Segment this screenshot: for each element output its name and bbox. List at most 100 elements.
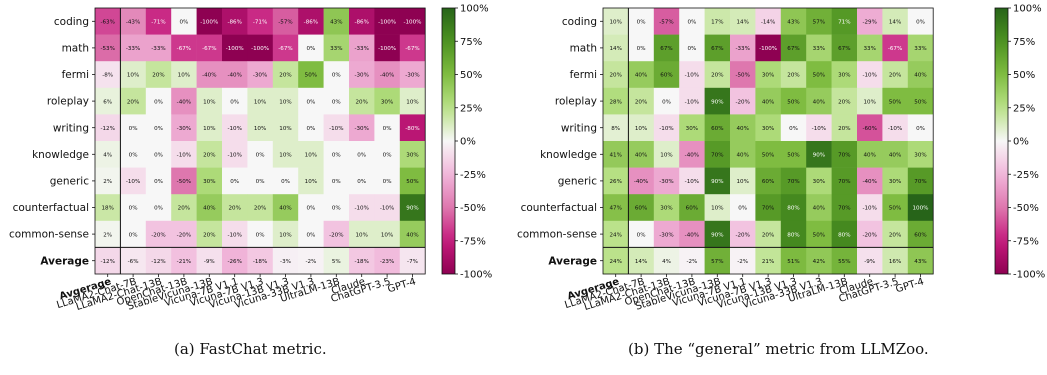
cell-value-label: 10% — [406, 99, 418, 105]
heatmap-cell — [374, 247, 401, 275]
heatmap-cell — [653, 87, 680, 115]
cell-value-label: 10% — [305, 153, 317, 159]
cell-value-label: 20% — [203, 232, 215, 238]
caption-a: (a) FastChat metric. — [174, 340, 327, 358]
heatmap-cell — [222, 194, 248, 222]
cell-value-label: 30% — [813, 179, 825, 185]
heatmap-cell — [653, 167, 680, 195]
cell-value-label: 0% — [916, 20, 925, 26]
heatmap-cell — [222, 8, 248, 35]
cell-value-label: 50% — [787, 153, 799, 159]
heatmap-cell — [374, 141, 401, 168]
heatmap-cell — [730, 8, 756, 35]
heatmap-cell — [349, 167, 375, 195]
colorbar-tick-label: 25% — [460, 103, 482, 114]
heatmap-cell — [171, 34, 197, 62]
row-label: fermi — [570, 69, 597, 81]
cell-value-label: 30% — [660, 206, 672, 212]
cell-value-label: 90% — [711, 179, 723, 185]
cell-value-label: -53% — [100, 46, 114, 52]
cell-value-label: 0% — [129, 206, 138, 212]
heatmap-cell — [653, 141, 680, 168]
cell-value-label: 10% — [736, 179, 748, 185]
heatmap-cell — [780, 61, 807, 89]
cell-value-label: 0% — [154, 153, 163, 159]
cell-value-label: 20% — [254, 206, 266, 212]
heatmap-cell — [323, 194, 350, 222]
heatmap-cell — [171, 167, 197, 195]
heatmap-cell — [272, 141, 299, 168]
heatmap-cell — [831, 194, 858, 222]
heatmap-cell — [247, 247, 274, 275]
cell-value-label: -20% — [329, 232, 343, 238]
heatmap-a: -63% -43% -71% 0% -100% -86% -71% -57% -86% 43% -8… — [9, 4, 492, 313]
heatmap-cell — [628, 141, 655, 168]
cell-value-label: 10% — [635, 126, 647, 132]
cell-value-label: 100% — [913, 206, 929, 212]
heatmap-cell — [907, 167, 934, 195]
cell-value-label: 16% — [889, 259, 901, 265]
cell-value-label: 40% — [762, 99, 774, 105]
cell-value-label: 20% — [228, 206, 240, 212]
heatmap-cell — [222, 87, 248, 115]
cell-value-label: -86% — [354, 20, 368, 26]
heatmap-cell — [399, 220, 426, 248]
row-label: knowledge — [32, 149, 89, 161]
heatmap-cell — [806, 114, 832, 142]
cell-value-label: -21% — [177, 259, 191, 265]
cell-value-label: -63% — [100, 20, 114, 26]
cell-value-label: 20% — [838, 99, 850, 105]
heatmap-cell — [806, 220, 832, 248]
heatmap-cell — [323, 8, 350, 35]
heatmap-cell — [603, 247, 629, 275]
cell-value-label: 0% — [357, 153, 366, 159]
cell-value-label: 40% — [813, 206, 825, 212]
cell-value-label: 43% — [914, 259, 926, 265]
heatmap-cell — [857, 167, 883, 195]
cell-value-label: 71% — [838, 20, 850, 26]
row-label: generic — [558, 176, 597, 188]
cell-value-label: 0% — [383, 179, 392, 185]
heatmap-cell — [857, 114, 883, 142]
heatmap-cell — [679, 34, 705, 62]
cell-value-label: 2% — [103, 232, 112, 238]
cell-value-label: -8% — [102, 73, 113, 79]
cell-value-label: 40% — [889, 153, 901, 159]
heatmap-cell — [399, 247, 426, 275]
cell-value-label: 10% — [355, 232, 367, 238]
cell-value-label: 20% — [355, 99, 367, 105]
cell-value-label: 40% — [736, 126, 748, 132]
cell-value-label: -10% — [685, 179, 699, 185]
heatmap-cell — [882, 220, 909, 248]
cell-value-label: 0% — [383, 153, 392, 159]
heatmap-cell — [272, 34, 299, 62]
heatmap-cell — [755, 247, 782, 275]
heatmap-cell — [145, 167, 172, 195]
cell-value-label: -18% — [354, 259, 368, 265]
heatmap-cell — [882, 247, 909, 275]
cell-value-label: -29% — [862, 20, 876, 26]
heatmap-cell — [196, 34, 223, 62]
cell-value-label: 40% — [736, 153, 748, 159]
colorbar-tick-label: -75% — [1013, 236, 1039, 247]
row-label: counterfactual — [521, 202, 597, 214]
heatmap-cell — [95, 141, 121, 168]
cell-value-label: 30% — [889, 179, 901, 185]
heatmap-cell — [95, 34, 121, 62]
row-label: generic — [50, 176, 89, 188]
cell-value-label: 30% — [762, 126, 774, 132]
heatmap-cell — [399, 8, 426, 35]
cell-value-label: 0% — [332, 73, 341, 79]
cell-value-label: 60% — [635, 206, 647, 212]
colorbar-tick-label: 50% — [460, 70, 482, 81]
heatmap-cell — [349, 34, 375, 62]
heatmap-cell — [628, 61, 655, 89]
cell-value-label: 0% — [687, 46, 696, 52]
heatmap-cell — [323, 247, 350, 275]
heatmap-cell — [247, 87, 274, 115]
heatmap-cell — [628, 34, 655, 62]
heatmap-cell — [171, 194, 197, 222]
cell-value-label: -30% — [405, 73, 419, 79]
heatmap-cell — [628, 220, 655, 248]
cell-value-label: 90% — [711, 99, 723, 105]
